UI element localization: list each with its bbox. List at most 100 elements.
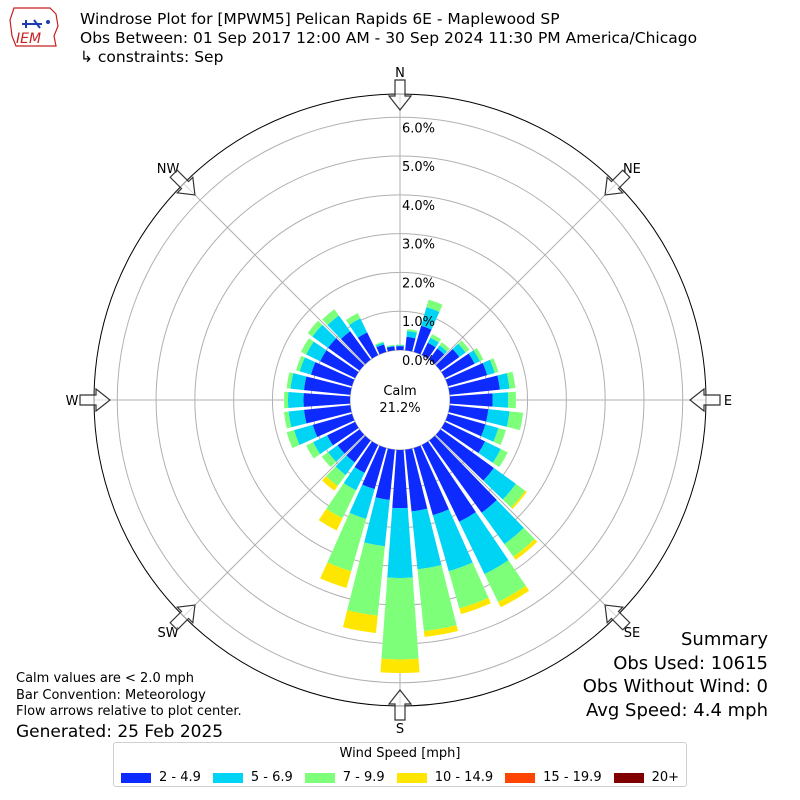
bar-segment [327, 315, 351, 340]
spoke-se [435, 435, 617, 617]
flow-arrow-icon [387, 689, 413, 721]
bar-segment [349, 318, 368, 338]
bar-segment [435, 429, 494, 481]
bar-segment [320, 350, 359, 379]
bar-segment [306, 341, 327, 362]
bar-segment [349, 484, 375, 519]
legend-label: 7 - 9.9 [342, 770, 385, 785]
bar-segment [429, 435, 497, 513]
radial-tick-label: 1.0% [402, 315, 435, 330]
bar-segment [335, 455, 355, 476]
bar-segment [511, 490, 527, 510]
compass-label-e: E [724, 394, 732, 409]
bar-segment [386, 345, 395, 348]
bar-segment [441, 421, 486, 454]
bar-segment [396, 346, 404, 351]
radial-tick-label: 0.0% [402, 354, 435, 369]
bar-segment [303, 376, 352, 395]
bar-segment [307, 320, 323, 337]
bar-segment [328, 338, 365, 371]
radial-tick-label: 4.0% [402, 199, 435, 214]
bar-segment [429, 348, 445, 365]
logo-text: IEM [16, 31, 41, 47]
bar-segment [283, 411, 292, 429]
bar-segment [502, 483, 526, 508]
bar-segment [375, 342, 385, 348]
bar-segment [294, 424, 318, 445]
legend-label: 10 - 14.9 [434, 770, 494, 785]
bar-segment [321, 452, 337, 468]
compass-label-sw: SW [158, 626, 179, 641]
notes-block: Calm values are < 2.0 mph Bar Convention… [16, 671, 242, 743]
bar-segment [354, 441, 379, 473]
summary-heading: Summary [681, 629, 768, 650]
flow-arrow-icon [387, 79, 413, 111]
bar-segment [300, 338, 314, 355]
bar-segment [484, 560, 526, 602]
generated-date: Generated: 25 Feb 2025 [16, 721, 224, 742]
calm-label: Calm [383, 384, 416, 399]
bar-segment [497, 373, 510, 390]
legend-title: Wind Speed [mph] [339, 746, 461, 761]
flow-arrow-icon [169, 604, 196, 631]
bar-segment [421, 441, 476, 522]
bar-segment [411, 508, 442, 570]
bar-segment [437, 345, 447, 355]
grid-ring [116, 116, 684, 684]
bar-segment [299, 357, 316, 375]
flow-arrows [79, 79, 721, 721]
bar-segment [448, 405, 489, 422]
bar-segment [405, 336, 416, 352]
legend-item: 15 - 19.9 [505, 770, 602, 785]
legend-item: 10 - 14.9 [396, 770, 494, 785]
bar-segment [441, 353, 475, 379]
bar-segment [489, 358, 499, 374]
bar-segment [459, 512, 509, 575]
bar-segment [337, 429, 365, 454]
bar-segment [303, 393, 351, 407]
flow-arrow-icon [689, 387, 721, 413]
bar-segment [375, 448, 395, 500]
bar-segment [493, 428, 506, 445]
legend-item: 2 - 4.9 [120, 770, 201, 785]
bar-segment [313, 435, 333, 455]
bar-segment [478, 441, 501, 463]
flow-arrow-icon [79, 387, 111, 413]
wind-bars [283, 299, 538, 674]
legend-label: 2 - 4.9 [158, 770, 201, 785]
radial-tick-label: 2.0% [402, 276, 435, 291]
bar-segment [504, 527, 535, 557]
bar-segment [498, 585, 530, 608]
bar-segment [445, 413, 486, 437]
bar-segment [320, 562, 352, 588]
bar-segment [364, 497, 390, 547]
legend-swatch [505, 772, 536, 783]
bar-segment [327, 512, 367, 572]
bar-segment [426, 299, 443, 312]
legend-swatch [396, 772, 427, 783]
bar-segment [421, 307, 440, 330]
bar-segment [396, 344, 404, 346]
bar-segment [483, 467, 516, 500]
note-convention: Bar Convention: Meteorology [16, 687, 206, 703]
legend-label: 15 - 19.9 [543, 770, 602, 785]
legend-item: 5 - 6.9 [212, 770, 293, 785]
bar-segment [427, 337, 439, 348]
bar-segment [326, 483, 357, 519]
flow-arrow-icon [169, 169, 196, 196]
bar-segment [423, 625, 459, 637]
bar-segment [421, 342, 436, 359]
legend-swatch [120, 772, 151, 783]
spoke-nw [183, 183, 365, 365]
bar-segment [482, 359, 495, 376]
iem-logo: IEM [9, 7, 59, 47]
compass-label-s: S [396, 722, 404, 737]
bar-segment [407, 329, 418, 333]
bar-segment [286, 430, 300, 449]
bar-segment [448, 375, 500, 395]
title-line-2: Obs Between: 01 Sep 2017 12:00 AM - 30 S… [80, 29, 698, 47]
bar-segment [328, 445, 345, 462]
calm-value: 21.2% [379, 401, 420, 416]
bar-segment [375, 341, 384, 346]
bar-segment [306, 442, 321, 459]
